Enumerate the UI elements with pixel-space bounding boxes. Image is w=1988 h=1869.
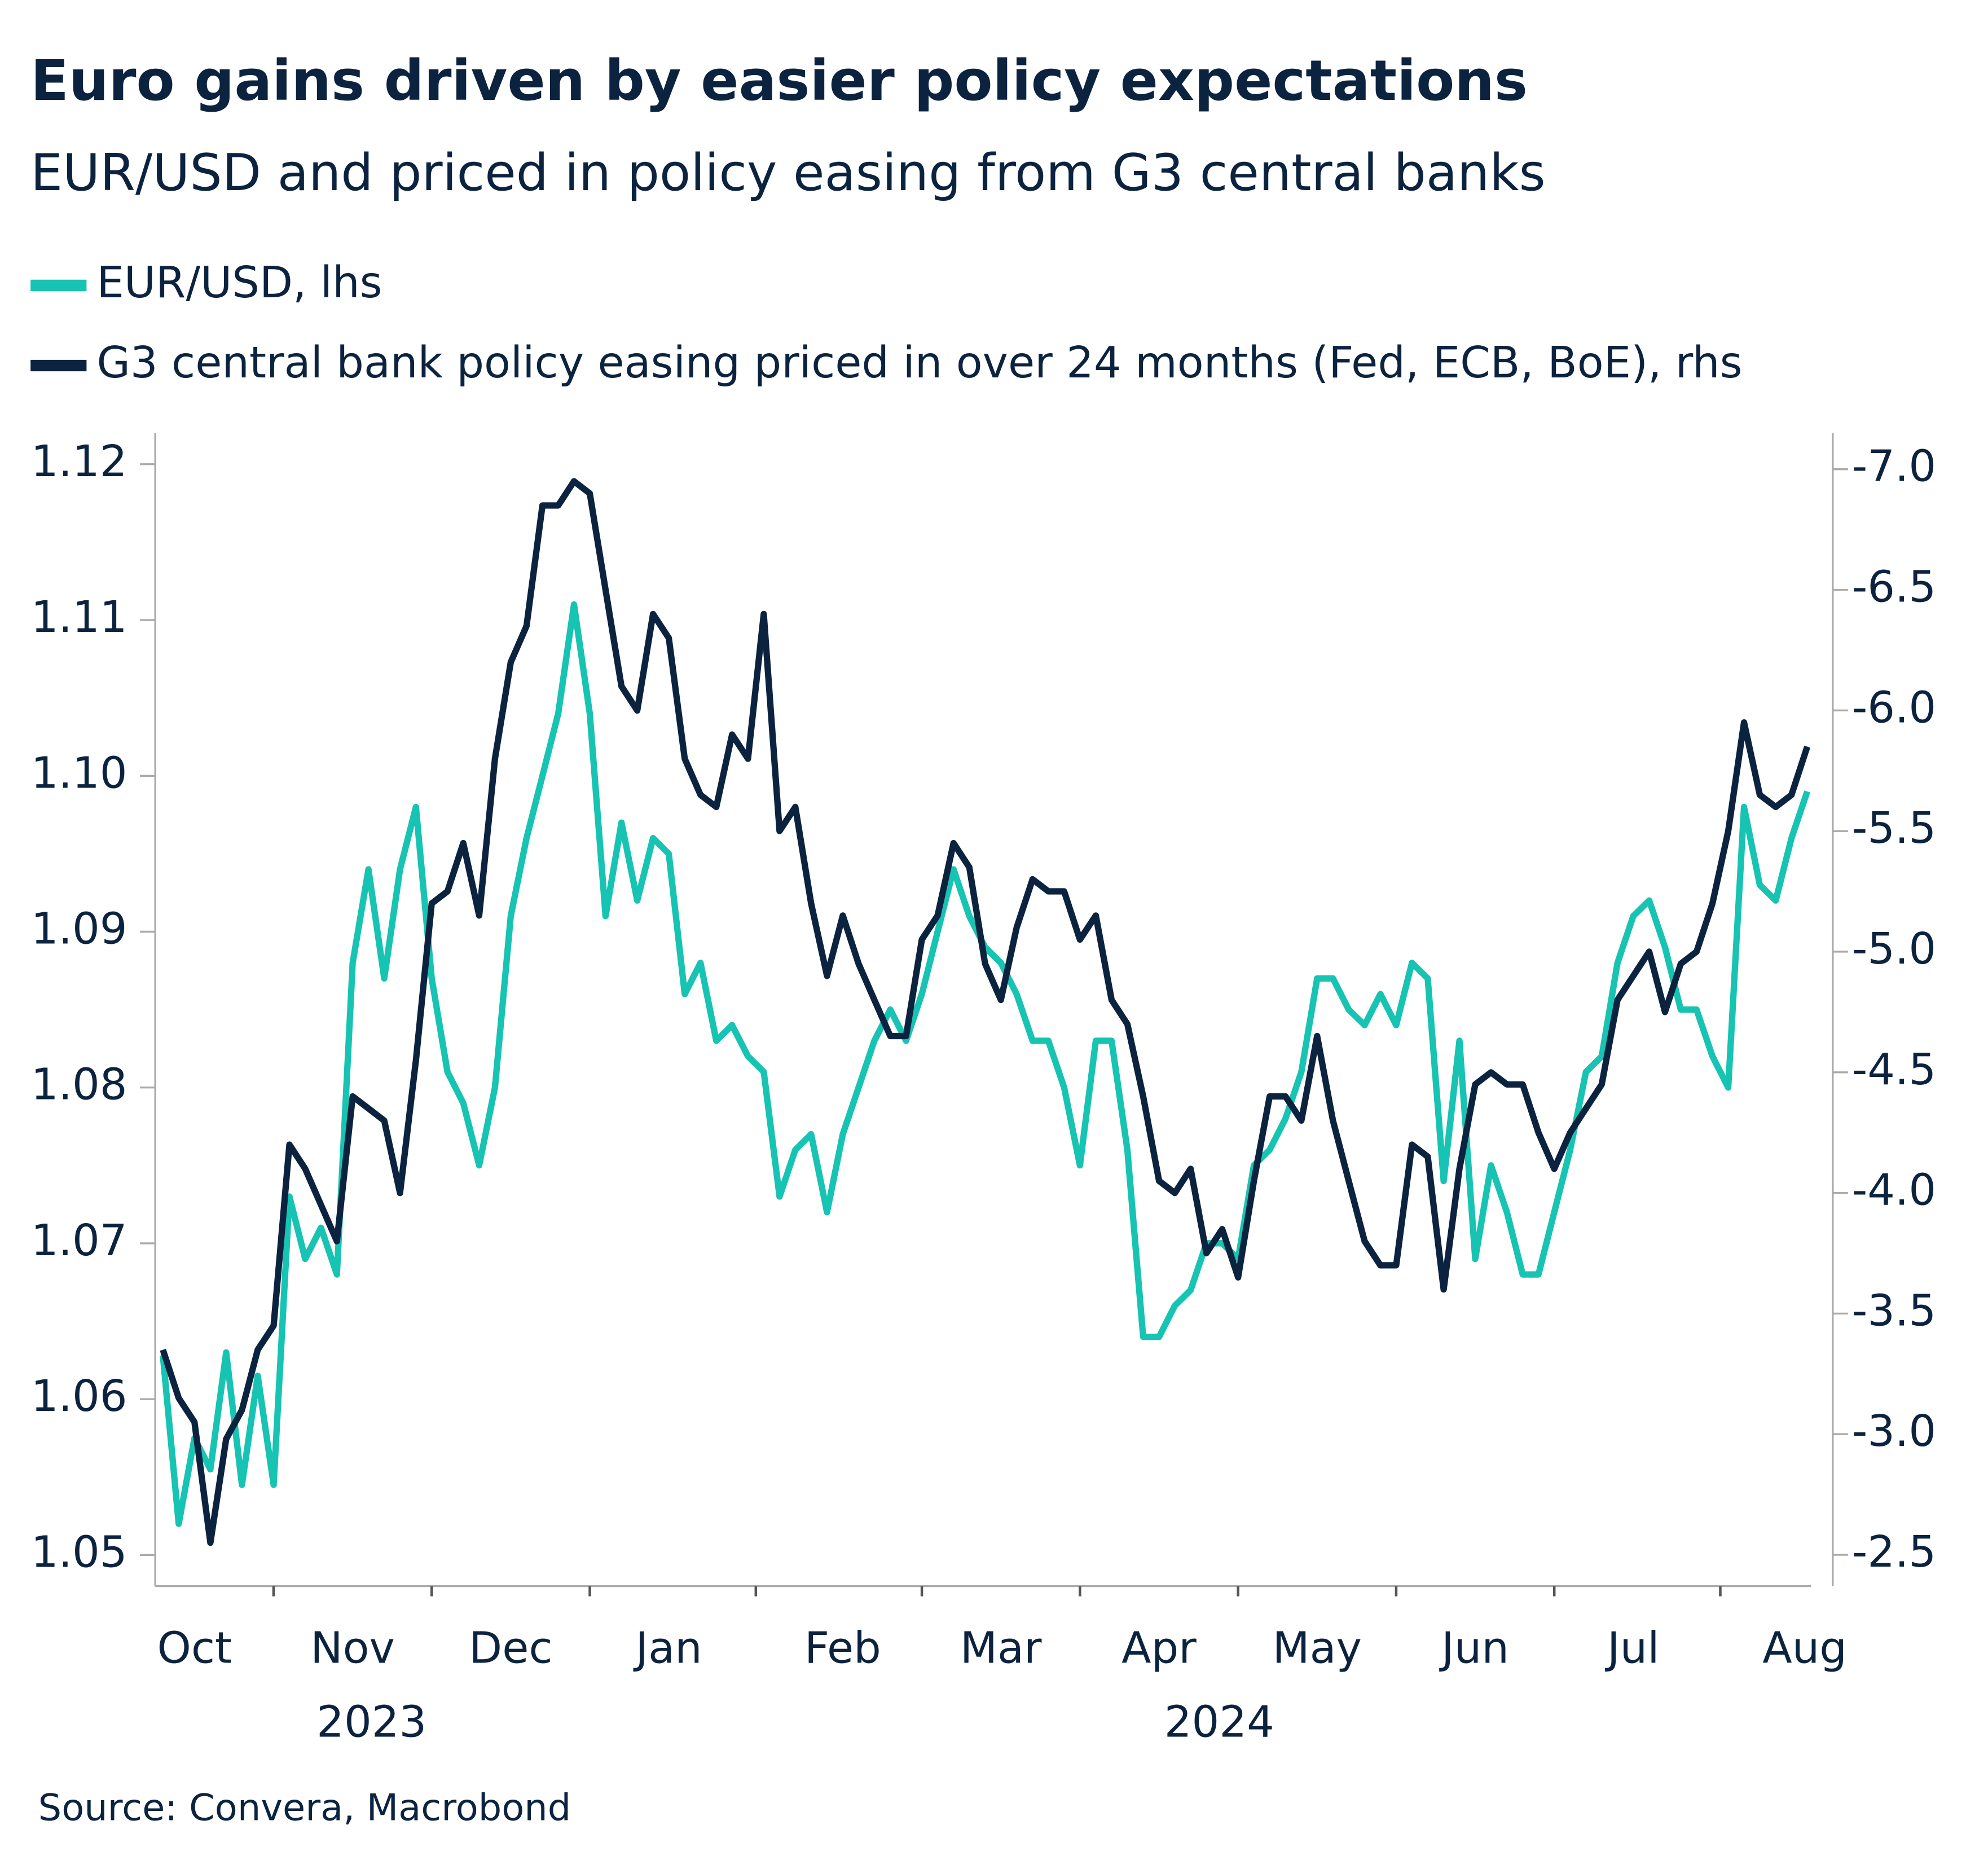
y-tick-label: 1.06 — [31, 1371, 127, 1422]
x-tick-label: Jul — [1605, 1624, 1660, 1674]
y-tick-label: 1.08 — [31, 1060, 127, 1110]
x-tick-label: Jun — [1439, 1624, 1509, 1674]
y2-tick-label: -6.5 — [1852, 562, 1937, 613]
y-tick-label: 1.10 — [31, 748, 127, 798]
y2-tick-label: -4.0 — [1852, 1166, 1937, 1216]
y2-tick-label: -2.5 — [1852, 1527, 1937, 1577]
y2-tick-label: -3.0 — [1852, 1406, 1937, 1457]
x-tick-label: Apr — [1121, 1624, 1197, 1674]
y-tick-label: 1.05 — [31, 1527, 127, 1577]
y2-tick-label: -5.0 — [1852, 924, 1937, 974]
year-label: 2023 — [316, 1698, 426, 1748]
x-tick-label: Feb — [804, 1624, 881, 1674]
legend-label: G3 central bank policy easing priced in … — [96, 338, 1742, 388]
source: Source: Convera, Macrobond — [38, 1787, 571, 1830]
chart-title: Euro gains driven by easier policy expec… — [30, 49, 1528, 113]
chart-subtitle: EUR/USD and priced in policy easing from… — [30, 143, 1545, 203]
x-tick-label: Aug — [1762, 1624, 1847, 1674]
y2-tick-label: -4.5 — [1852, 1045, 1937, 1095]
y-tick-label: 1.12 — [31, 437, 127, 487]
year-label: 2024 — [1164, 1698, 1274, 1748]
x-tick-label: Oct — [157, 1624, 232, 1674]
y2-tick-label: -7.0 — [1852, 442, 1937, 492]
x-tick-label: Nov — [310, 1624, 395, 1674]
legend-label: EUR/USD, lhs — [96, 258, 382, 308]
y-tick-label: 1.11 — [31, 592, 127, 643]
x-tick-label: Dec — [469, 1624, 552, 1674]
y-tick-label: 1.09 — [31, 904, 127, 954]
x-tick-label: Jan — [634, 1624, 702, 1674]
x-tick-label: Mar — [960, 1624, 1042, 1674]
y-tick-label: 1.07 — [31, 1216, 127, 1266]
y2-tick-label: -3.5 — [1852, 1286, 1937, 1336]
y2-tick-label: -6.0 — [1852, 683, 1937, 733]
x-tick-label: May — [1273, 1624, 1362, 1674]
series-line — [160, 478, 1810, 1546]
y2-tick-label: -5.5 — [1852, 803, 1937, 854]
